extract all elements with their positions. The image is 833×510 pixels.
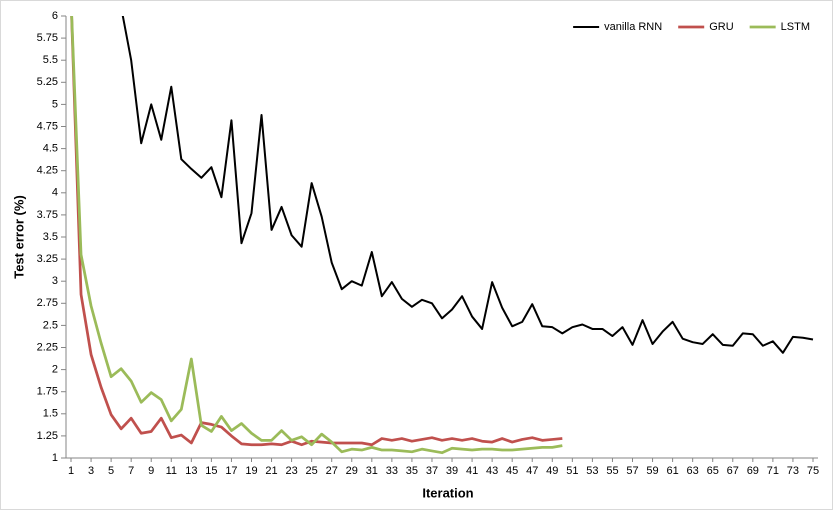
x-tick-label: 9 [148,465,154,477]
x-tick-label: 69 [747,465,759,477]
y-tick-label: 5.5 [43,54,58,66]
x-tick-label: 13 [185,465,197,477]
x-tick-label: 39 [446,465,458,477]
x-tick-label: 61 [666,465,678,477]
x-tick-label: 51 [566,465,578,477]
x-tick-label: 65 [707,465,719,477]
y-tick-label: 6 [52,10,58,22]
y-tick-label: 5 [52,98,58,110]
x-tick-label: 25 [306,465,318,477]
y-tick-label: 2 [52,364,58,376]
x-tick-label: 41 [466,465,478,477]
legend-label: vanilla RNN [604,21,662,33]
x-tick-label: 33 [386,465,398,477]
x-tick-label: 5 [108,465,114,477]
x-tick-label: 75 [807,465,819,477]
x-tick-label: 35 [406,465,418,477]
series-line [70,16,563,447]
x-tick-label: 73 [787,465,799,477]
y-tick-label: 3 [52,275,58,287]
x-tick-label: 67 [727,465,739,477]
x-tick-label: 31 [366,465,378,477]
x-tick-label: 49 [546,465,558,477]
y-tick-label: 1.25 [37,430,58,442]
y-tick-label: 1.75 [37,386,58,398]
x-tick-label: 17 [225,465,237,477]
x-tick-label: 27 [326,465,338,477]
x-tick-label: 59 [646,465,658,477]
y-tick-label: 2.25 [37,341,58,353]
x-tick-label: 37 [426,465,438,477]
y-tick-label: 4.5 [43,143,58,155]
x-tick-label: 11 [166,465,177,477]
x-tick-label: 3 [88,465,94,477]
x-tick-label: 23 [285,465,297,477]
x-tick-label: 71 [767,465,779,477]
x-tick-label: 29 [346,465,358,477]
y-tick-label: 3.25 [37,253,58,265]
legend-label: LSTM [781,21,810,33]
x-tick-label: 7 [128,465,134,477]
y-tick-label: 2.75 [37,297,58,309]
y-tick-label: 4.25 [37,165,58,177]
x-tick-label: 47 [526,465,538,477]
x-tick-label: 15 [205,465,217,477]
y-tick-label: 3.75 [37,209,58,221]
y-tick-label: 5.25 [37,76,58,88]
x-tick-label: 1 [68,465,74,477]
y-tick-label: 2.5 [43,319,58,331]
y-tick-label: 4 [52,187,58,199]
y-axis-title: Test error (%) [11,195,26,279]
x-tick-label: 45 [506,465,518,477]
x-axis-title: Iteration [422,485,473,500]
x-tick-label: 43 [486,465,498,477]
y-tick-label: 5.75 [37,32,58,44]
x-tick-label: 55 [606,465,618,477]
legend-label: GRU [709,21,734,33]
x-tick-label: 57 [626,465,638,477]
x-tick-label: 53 [586,465,598,477]
x-tick-label: 19 [245,465,257,477]
x-tick-label: 21 [265,465,277,477]
y-tick-label: 3.5 [43,231,58,243]
series-line [70,16,563,455]
series-line [121,16,814,354]
x-tick-label: 63 [687,465,699,477]
y-tick-label: 4.75 [37,120,58,132]
y-tick-label: 1 [52,452,58,464]
y-tick-label: 1.5 [43,408,58,420]
